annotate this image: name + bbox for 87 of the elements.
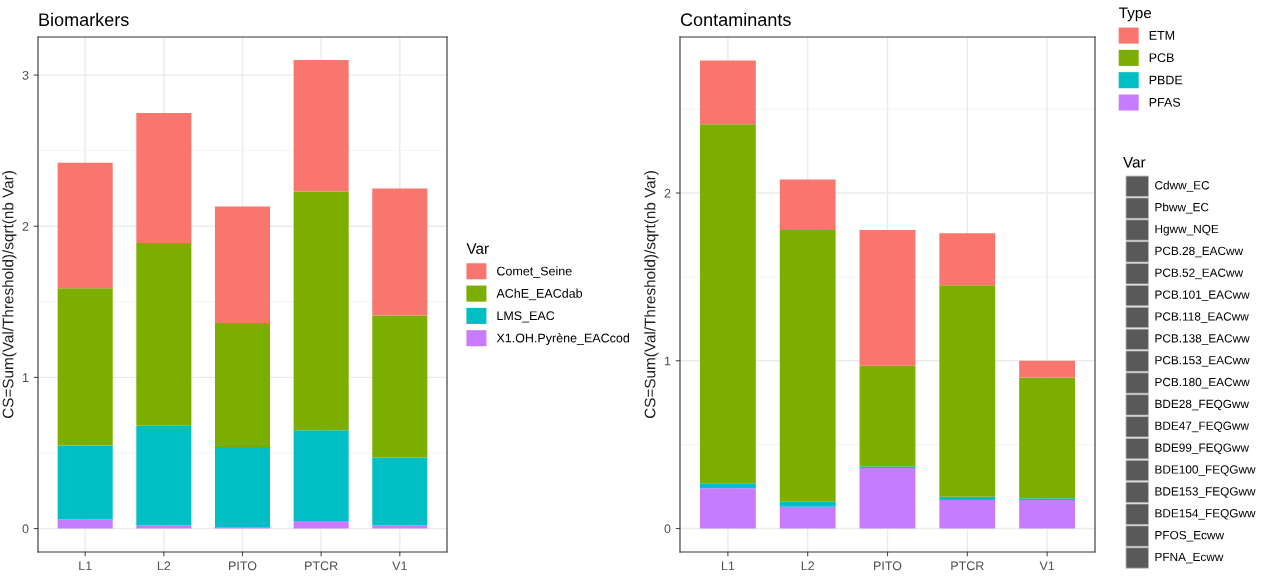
bar	[214, 446, 271, 528]
legend-label: PCB	[1149, 53, 1174, 63]
bar	[293, 59, 349, 192]
text: BDE28_FEQGww	[1155, 399, 1249, 411]
legend-title: Type	[1119, 7, 1152, 22]
y-tick-label: 1	[22, 373, 29, 382]
bar	[699, 124, 756, 484]
text: Cdww_EC	[1155, 180, 1210, 192]
text: PCB.28_EACww	[1155, 246, 1244, 258]
x-tick-label: L2	[157, 561, 171, 571]
bar	[1019, 377, 1076, 499]
text: Var	[1123, 156, 1146, 168]
bar	[372, 315, 428, 458]
bar	[136, 525, 192, 529]
bar	[57, 445, 113, 520]
legend-label: ETM	[1149, 31, 1175, 40]
legend-label: PFAS	[1149, 97, 1181, 107]
bar	[939, 233, 996, 286]
bar	[939, 500, 996, 529]
x-tick-label: V1	[392, 561, 407, 571]
bar	[1019, 360, 1076, 378]
bar	[214, 206, 271, 323]
y-tick-label: 0	[22, 524, 29, 534]
text: PCB.101_EACww	[1155, 290, 1250, 302]
y-tick-label: 2	[664, 188, 671, 198]
bar	[57, 519, 113, 529]
legend-title: Var	[466, 243, 489, 254]
text: PCB.138_EACww	[1155, 334, 1250, 345]
bar	[699, 60, 756, 125]
bar	[372, 525, 428, 529]
y-tick-label: 2	[22, 222, 29, 231]
bar	[372, 457, 428, 526]
legend-label: LMS_EAC	[497, 311, 555, 323]
text: PFOS_Ecww	[1155, 530, 1225, 542]
x-tick-label: L2	[801, 561, 815, 571]
bar	[779, 501, 836, 507]
bar	[939, 496, 996, 500]
bar	[1019, 500, 1076, 529]
x-tick-label: PITO	[874, 561, 902, 571]
y-axis-title: CS=Sum(Val/Threshold)/sqrt(nb Var)	[2, 171, 17, 419]
x-tick-label: PTCR	[305, 561, 338, 571]
bar	[214, 322, 271, 447]
chart-title: Biomarkers	[39, 12, 129, 27]
bar	[859, 229, 916, 366]
text: PCB.118_EACww	[1155, 312, 1249, 323]
text: PFNA_Ecww	[1155, 552, 1224, 564]
bar	[293, 430, 349, 522]
bar	[57, 288, 113, 446]
bar	[293, 521, 349, 529]
text: BDE153_FEQGww	[1155, 487, 1256, 498]
bar	[859, 365, 916, 467]
x-tick-label: PTCR	[951, 561, 984, 571]
legend-label: Comet_Seine	[497, 266, 572, 278]
y-tick-label: 0	[664, 524, 671, 534]
bar	[293, 191, 349, 431]
legend-label: X1.OH.Pyrène_EACcod	[496, 333, 630, 345]
bar	[57, 162, 113, 289]
y-tick-label: 3	[22, 70, 29, 80]
x-tick-label: L1	[79, 561, 92, 571]
text: PCB.180_EACww	[1155, 377, 1250, 389]
bar	[136, 425, 192, 526]
legend-label: AChE_EACdab	[496, 288, 583, 301]
bar	[939, 285, 996, 497]
legend-label: PBDE	[1149, 75, 1183, 85]
bar	[699, 483, 756, 489]
x-tick-label: L1	[721, 561, 735, 571]
text: BDE154_FEQGww	[1155, 509, 1256, 520]
bar	[136, 242, 192, 426]
text: Pbww_EC	[1155, 202, 1209, 214]
bar	[699, 488, 756, 529]
bar	[779, 179, 836, 230]
text: PCB.153_EACww	[1155, 356, 1250, 367]
text: BDE47_FEQGww	[1155, 421, 1249, 433]
bar	[136, 112, 192, 243]
bar	[779, 229, 836, 502]
x-tick-label: V1	[1039, 561, 1055, 571]
text: Hgww_NQE	[1155, 224, 1219, 236]
bar	[779, 506, 836, 529]
text: BDE100_FEQGww	[1155, 465, 1256, 476]
y-axis-title: CS=Sum(Val/Threshold)/sqrt(nb Var)	[644, 171, 659, 419]
text: BDE99_FEQGww	[1155, 443, 1249, 455]
y-tick-label: 1	[664, 356, 671, 366]
bar	[372, 188, 428, 316]
text: PCB.52_EACww	[1155, 268, 1244, 280]
bar	[859, 468, 916, 529]
chart-title: Contaminants	[680, 12, 791, 27]
x-tick-label: PITO	[229, 561, 257, 571]
